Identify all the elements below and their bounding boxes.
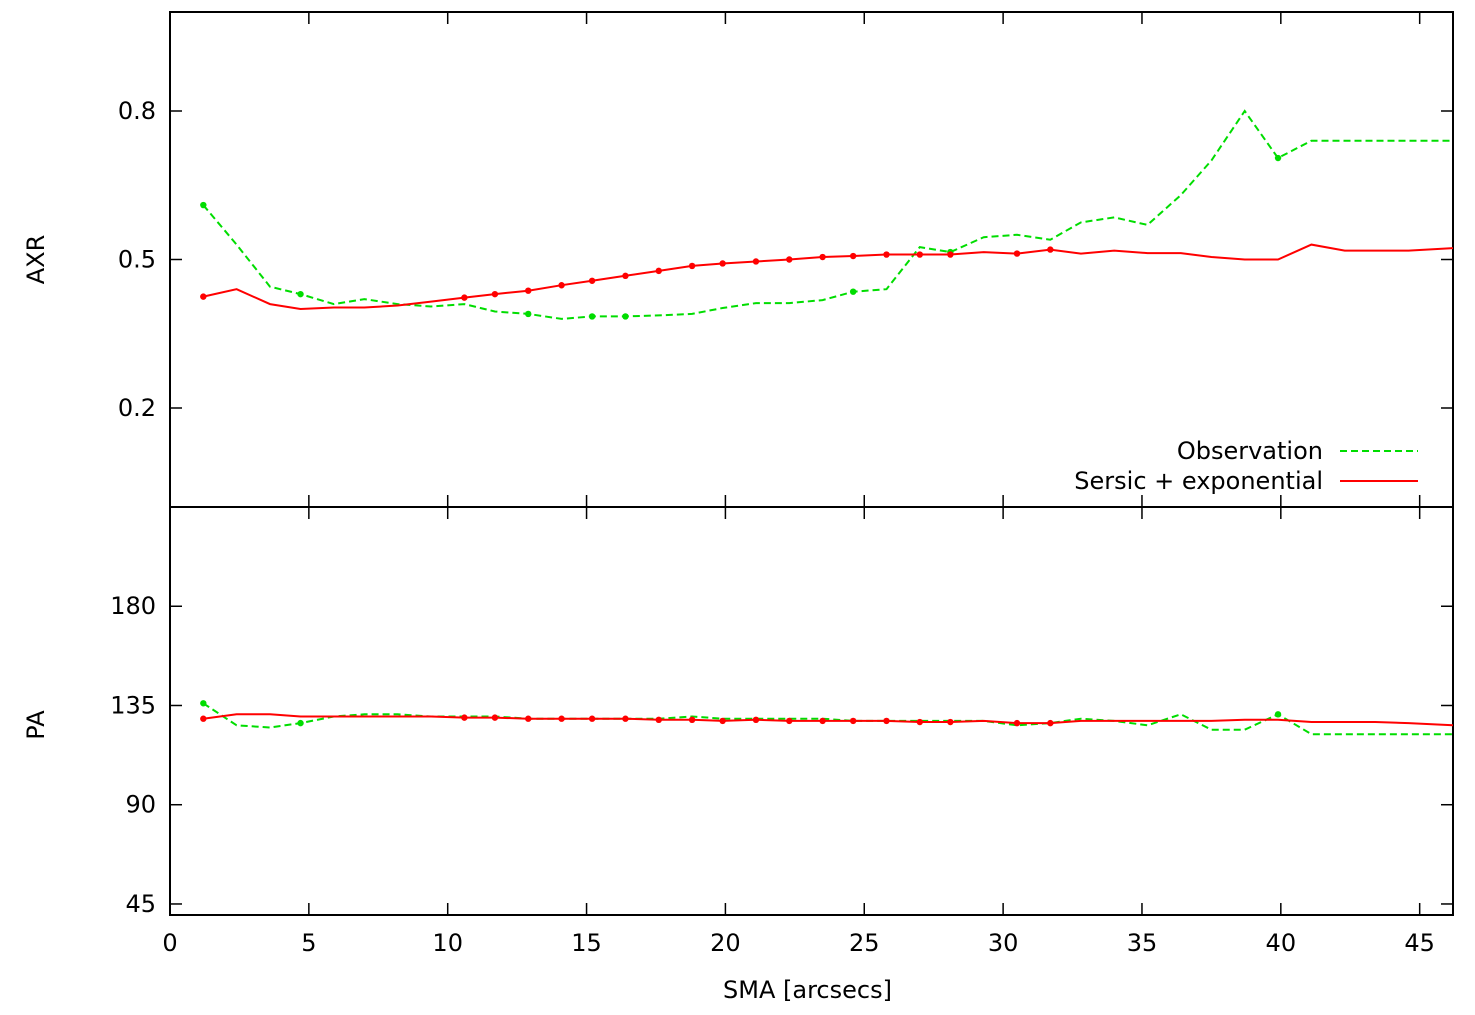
- data-point: [461, 714, 468, 721]
- x-axis-title: SMA [arcsecs]: [723, 976, 892, 1004]
- legend-label: Sersic + exponential: [1074, 467, 1323, 495]
- data-point: [622, 272, 629, 280]
- data-point: [655, 267, 662, 275]
- data-point: [558, 282, 565, 289]
- legend-label: Observation: [1177, 437, 1323, 465]
- plot-frame: [169, 506, 1454, 916]
- y-tick-label: 135: [110, 691, 156, 719]
- data-point: [883, 251, 890, 258]
- x-tick-label: 30: [988, 929, 1019, 957]
- series-line: [203, 243, 1453, 311]
- x-tick-label: 45: [1404, 929, 1435, 957]
- data-point: [1013, 250, 1021, 257]
- data-point: [1274, 154, 1282, 162]
- data-point: [1013, 719, 1021, 727]
- x-tick-label: 10: [432, 929, 463, 957]
- data-point: [200, 715, 207, 722]
- data-point: [849, 717, 857, 725]
- data-point: [1274, 711, 1282, 718]
- y-tick-label: 180: [110, 592, 156, 620]
- panel-pa: 45 90 135 180 0 5 10 15 20 25 30 35 40 45 SMA [arcsecs…: [22, 506, 1454, 1004]
- series-observation: [200, 109, 1453, 320]
- data-point: [525, 287, 532, 294]
- data-point: [1047, 719, 1054, 727]
- data-point: [947, 718, 954, 726]
- data-point: [200, 293, 207, 300]
- data-point: [297, 719, 304, 727]
- x-tick-label: 0: [162, 929, 177, 957]
- data-point: [786, 256, 793, 263]
- y-tick-label: 45: [125, 890, 156, 918]
- x-tick-label: 15: [571, 929, 602, 957]
- data-point: [588, 313, 596, 320]
- x-tick-label: 40: [1266, 929, 1297, 957]
- data-point: [200, 201, 207, 209]
- data-point: [883, 717, 890, 725]
- data-point: [525, 310, 532, 318]
- data-point: [719, 717, 726, 725]
- data-point: [622, 715, 629, 722]
- y-axis-title: PA: [22, 710, 50, 740]
- x-tick-label: 25: [849, 929, 880, 957]
- data-point: [588, 715, 596, 722]
- y-tick-label: 0.5: [118, 246, 156, 274]
- data-point: [688, 716, 696, 724]
- data-point: [752, 258, 760, 265]
- y-axis-title: AXR: [22, 235, 50, 285]
- series-line: [202, 109, 1453, 320]
- y-tick-label: 0.2: [118, 394, 156, 422]
- data-point: [849, 288, 857, 295]
- x-tick-label: 20: [710, 929, 741, 957]
- x-tick-label: 35: [1127, 929, 1158, 957]
- series-line: [202, 702, 1453, 736]
- data-point: [558, 715, 565, 722]
- data-point: [752, 716, 760, 724]
- data-point: [1047, 246, 1054, 253]
- data-point: [688, 262, 696, 270]
- series-sersic-exponential: [200, 713, 1453, 727]
- data-point: [525, 715, 532, 722]
- data-point: [491, 290, 499, 298]
- data-point: [947, 251, 954, 258]
- data-point: [916, 718, 924, 726]
- x-tick-label: 5: [301, 929, 316, 957]
- data-point: [622, 313, 629, 320]
- series-sersic-exponential: [200, 243, 1453, 311]
- data-point: [461, 294, 468, 301]
- data-point: [849, 252, 857, 260]
- data-point: [719, 260, 726, 267]
- y-tick-label: 0.8: [118, 97, 156, 125]
- data-point: [819, 717, 826, 725]
- data-point: [916, 251, 924, 258]
- data-point: [297, 290, 304, 298]
- data-point: [588, 277, 596, 284]
- y-tick-label: 90: [125, 791, 156, 819]
- data-point: [655, 716, 662, 724]
- data-point: [491, 714, 499, 721]
- data-point: [200, 700, 207, 707]
- data-point: [819, 253, 826, 261]
- data-point: [786, 717, 793, 725]
